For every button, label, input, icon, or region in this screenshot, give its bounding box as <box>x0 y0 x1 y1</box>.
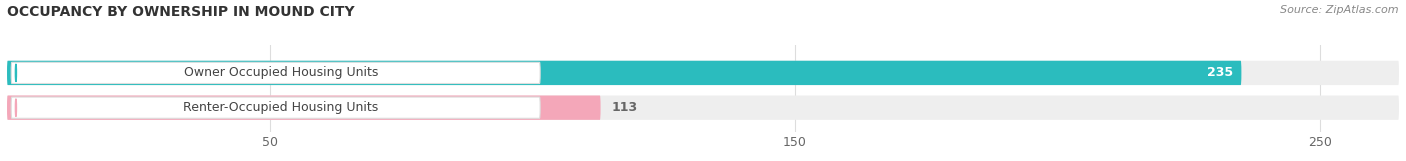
FancyBboxPatch shape <box>7 61 1241 85</box>
Text: 235: 235 <box>1208 66 1233 79</box>
Text: Source: ZipAtlas.com: Source: ZipAtlas.com <box>1281 5 1399 15</box>
FancyBboxPatch shape <box>7 61 1399 85</box>
FancyBboxPatch shape <box>11 62 540 84</box>
Text: Owner Occupied Housing Units: Owner Occupied Housing Units <box>184 66 378 79</box>
Text: 113: 113 <box>612 101 637 114</box>
FancyBboxPatch shape <box>11 97 540 118</box>
FancyBboxPatch shape <box>7 95 600 120</box>
Text: Renter-Occupied Housing Units: Renter-Occupied Housing Units <box>183 101 378 114</box>
FancyBboxPatch shape <box>7 95 1399 120</box>
Text: OCCUPANCY BY OWNERSHIP IN MOUND CITY: OCCUPANCY BY OWNERSHIP IN MOUND CITY <box>7 5 354 19</box>
